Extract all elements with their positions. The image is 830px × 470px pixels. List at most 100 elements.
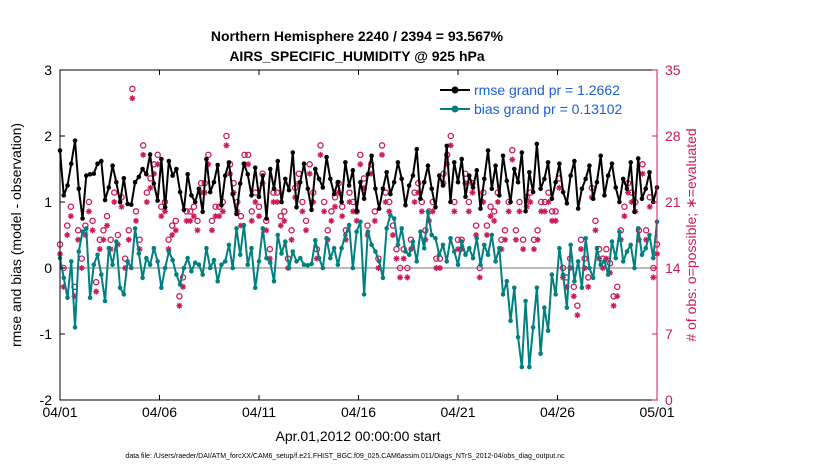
obs-evaluated-point	[650, 274, 657, 281]
rmse-point	[489, 186, 495, 192]
rmse-point	[620, 176, 626, 182]
obs-evaluated-point	[397, 274, 404, 281]
obs-evaluated-point	[321, 208, 328, 215]
rmse-point	[643, 186, 649, 192]
rmse-point	[140, 166, 145, 172]
obs-evaluated-point	[458, 246, 465, 253]
obs-evaluated-point	[89, 227, 96, 234]
obs-evaluated-point	[556, 184, 563, 191]
bias-point	[530, 325, 536, 330]
bias-point	[204, 245, 209, 251]
rmse-point	[519, 150, 525, 155]
bias-point	[373, 249, 378, 254]
rmse-point	[226, 160, 232, 165]
bias-point	[557, 245, 562, 251]
obs-evaluated-point	[386, 208, 393, 215]
bias-point	[463, 252, 468, 258]
bias-point	[369, 242, 374, 248]
rmse-point	[91, 171, 97, 176]
bias-point	[211, 257, 217, 263]
rmse-point	[294, 204, 299, 210]
bias-point	[609, 239, 615, 244]
obs-evaluated-point	[498, 246, 505, 253]
obs-evaluated-point	[545, 199, 552, 205]
x-tick-label: 04/21	[440, 404, 475, 420]
y-left-tick-label: 2	[44, 128, 52, 144]
obs-evaluated-point	[433, 265, 440, 271]
obs-evaluated-point	[237, 222, 244, 229]
rmse-point	[234, 211, 239, 217]
legend: rmse grand pr = 1.2662 bias grand pr = 0…	[440, 80, 648, 122]
bias-point	[650, 255, 656, 261]
rmse-point	[260, 173, 266, 178]
obs-evaluated-point	[111, 199, 118, 205]
obs-possible-point	[346, 189, 353, 196]
rmse-point	[497, 193, 502, 198]
rmse-point	[478, 206, 483, 211]
rmse-point	[395, 160, 401, 165]
legend-rmse-label: rmse grand pr = 1.2662	[474, 82, 620, 98]
obs-possible-point	[168, 222, 176, 229]
rmse-point	[538, 186, 543, 192]
obs-possible-point	[574, 302, 581, 309]
obs-evaluated-point	[606, 269, 613, 276]
obs-evaluated-point	[512, 236, 519, 243]
obs-possible-point	[255, 203, 263, 210]
obs-evaluated-point	[628, 199, 635, 205]
bias-point	[512, 285, 517, 291]
rmse-point	[121, 175, 127, 181]
bias-point	[125, 259, 130, 264]
bias-point	[455, 262, 461, 268]
bias-point	[358, 219, 363, 225]
rmse-point	[433, 204, 438, 210]
chart-title: Northern Hemisphere 2240 / 2394 = 93.567…	[211, 28, 504, 44]
bias-point	[129, 265, 134, 271]
bias-point	[346, 222, 352, 228]
obs-possible-point	[139, 142, 147, 149]
bias-point	[433, 236, 438, 241]
obs-possible-point	[324, 227, 331, 234]
bias-point	[298, 255, 303, 261]
obs-evaluated-point	[570, 293, 577, 300]
bias-point	[403, 249, 408, 254]
bias-point	[579, 285, 585, 291]
rmse-point	[76, 186, 82, 192]
obs-evaluated-point	[122, 265, 129, 271]
bias-point	[598, 262, 603, 268]
rmse-point	[470, 185, 476, 190]
bias-point	[553, 292, 558, 297]
bias-point	[444, 259, 450, 264]
bias-point	[162, 265, 168, 271]
obs-evaluated-point	[592, 227, 599, 234]
bias-point	[114, 239, 119, 244]
obs-possible-point	[512, 227, 520, 234]
x-tick-label: 05/01	[639, 404, 674, 420]
bias-point	[429, 232, 435, 238]
rmse-point	[628, 160, 634, 165]
y-left-tick-label: -1	[40, 326, 53, 342]
bias-point	[388, 212, 393, 218]
obs-possible-point	[172, 217, 180, 225]
obs-evaluated-point	[447, 142, 454, 149]
rmse-point	[613, 185, 618, 190]
obs-evaluated-point	[516, 208, 523, 215]
obs-evaluated-point	[288, 236, 295, 243]
rmse-point	[147, 152, 153, 157]
rmse-point	[313, 166, 318, 172]
y-right-tick-label: 28	[665, 128, 681, 144]
rmse-point	[245, 171, 251, 177]
rmse-point	[481, 176, 487, 182]
obs-possible-point	[534, 227, 541, 234]
rmse-point	[553, 179, 558, 185]
obs-possible-point	[212, 203, 219, 210]
bias-point	[177, 282, 183, 287]
obs-evaluated-point	[415, 189, 422, 196]
x-tick-label: 04/06	[142, 404, 177, 420]
obs-evaluated-point	[299, 208, 306, 215]
rmse-point	[230, 191, 236, 197]
bias-point	[500, 292, 506, 297]
x-tick-label: 04/26	[540, 404, 575, 420]
rmse-point	[102, 197, 108, 203]
obs-evaluated-point	[223, 142, 230, 149]
rmse-point	[444, 143, 450, 149]
